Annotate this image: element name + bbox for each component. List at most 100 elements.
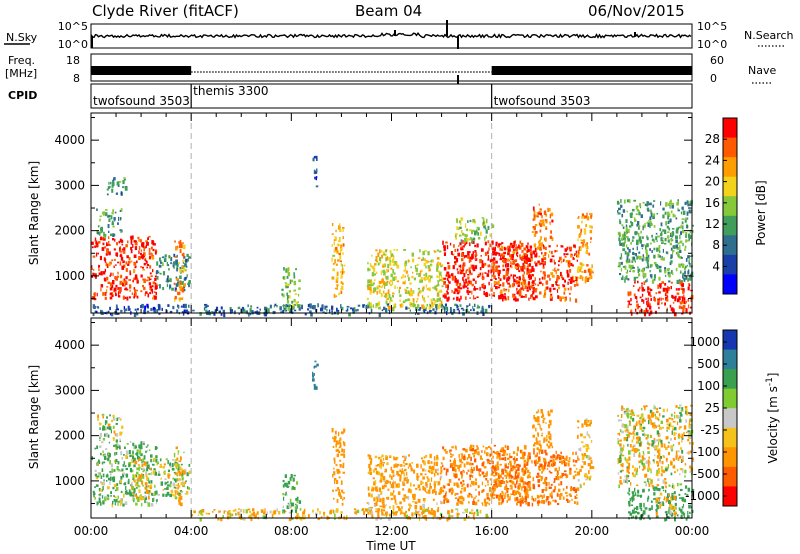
scatter-cell — [113, 484, 117, 488]
scatter-cell — [650, 500, 653, 503]
scatter-cell — [502, 470, 505, 475]
scatter-cell — [413, 469, 416, 474]
scatter-cell — [528, 268, 532, 274]
scatter-cell — [342, 228, 344, 232]
scatter-cell — [430, 304, 433, 308]
scatter-cell — [136, 295, 139, 299]
scatter-cell — [353, 307, 356, 312]
scatter-cell — [662, 229, 665, 232]
scatter-cell — [665, 221, 668, 225]
scatter-cell — [155, 499, 158, 502]
scatter-cell — [370, 506, 373, 509]
scatter-cell — [113, 287, 117, 292]
scatter-cell — [121, 239, 124, 243]
scatter-cell — [114, 292, 117, 294]
scatter-cell — [484, 236, 486, 241]
scatter-cell — [115, 293, 117, 297]
scatter-cell — [111, 259, 114, 262]
scatter-cell — [683, 300, 686, 305]
scatter-cell — [510, 465, 512, 469]
scatter-cell — [469, 462, 472, 466]
scatter-cell — [384, 295, 387, 298]
scatter-cell — [679, 245, 681, 250]
scatter-cell — [580, 447, 582, 452]
scatter-cell — [229, 307, 232, 311]
scatter-cell — [554, 461, 557, 464]
scatter-cell — [673, 214, 676, 218]
scatter-cell — [403, 464, 405, 467]
colorbar-tick-label: 24 — [705, 153, 720, 167]
scatter-cell — [619, 233, 621, 236]
scatter-cell — [647, 222, 651, 227]
scatter-cell — [393, 272, 396, 275]
scatter-cell — [472, 481, 475, 486]
scatter-cell — [519, 265, 523, 269]
scatter-cell — [679, 256, 682, 259]
scatter-cell — [99, 472, 101, 476]
scatter-cell — [534, 499, 537, 502]
scatter-cell — [377, 508, 380, 512]
scatter-cell — [502, 254, 505, 258]
scatter-cell — [469, 476, 471, 481]
scatter-cell — [144, 258, 146, 261]
scatter-cell — [539, 468, 541, 471]
scatter-cell — [636, 255, 638, 260]
scatter-cell — [124, 465, 127, 468]
scatter-cell — [413, 277, 416, 281]
scatter-cell — [404, 266, 406, 271]
scatter-cell — [430, 260, 433, 263]
scatter-cell — [458, 289, 461, 294]
scatter-cell — [96, 306, 99, 308]
scatter-cell — [590, 440, 593, 443]
scatter-cell — [153, 468, 156, 471]
scatter-cell — [495, 472, 497, 475]
scatter-cell — [289, 498, 292, 503]
scatter-cell — [104, 454, 107, 457]
colorbar-frame — [722, 117, 738, 295]
scatter-cell — [524, 257, 527, 262]
scatter-cell — [288, 290, 291, 293]
scatter-cell — [162, 287, 165, 291]
scatter-cell — [367, 454, 370, 457]
scatter-cell — [535, 252, 538, 257]
scatter-cell — [455, 464, 458, 467]
scatter-cell — [445, 491, 447, 494]
scatter-cell — [549, 287, 552, 292]
scatter-cell — [640, 514, 642, 517]
scatter-cell — [557, 295, 560, 299]
scatter-cell — [542, 223, 545, 227]
scatter-cell — [466, 472, 468, 475]
scatter-cell — [533, 460, 536, 464]
scatter-cell — [541, 434, 543, 437]
scatter-cell — [123, 178, 126, 181]
scatter-cell — [492, 250, 494, 253]
scatter-cell — [374, 504, 377, 507]
scatter-cell — [667, 203, 671, 206]
scatter-cell — [493, 444, 496, 447]
scatter-cell — [666, 294, 668, 297]
scatter-cell — [647, 297, 649, 302]
scatter-cell — [501, 242, 504, 245]
scatter-cell — [403, 472, 406, 477]
scatter-cell — [154, 295, 156, 300]
scatter-cell — [282, 484, 285, 488]
scatter-cell — [240, 308, 244, 313]
scatter-cell — [548, 208, 551, 212]
scatter-cell — [402, 281, 406, 285]
scatter-cell — [546, 496, 549, 501]
colorbar-tick-label: 16 — [705, 196, 720, 210]
scatter-cell — [95, 252, 98, 257]
scatter-cell — [140, 255, 142, 259]
scatter-cell — [419, 279, 421, 282]
scatter-cell — [106, 188, 109, 191]
scatter-cell — [523, 464, 526, 468]
scatter-cell — [495, 471, 498, 474]
scatter-cell — [554, 485, 557, 490]
scatter-cell — [178, 478, 181, 481]
scatter-cell — [138, 466, 140, 471]
scatter-cell — [141, 480, 144, 485]
scatter-cell — [628, 500, 631, 505]
scatter-cell — [506, 488, 510, 490]
scatter-cell — [379, 249, 381, 254]
scatter-cell — [474, 231, 477, 236]
